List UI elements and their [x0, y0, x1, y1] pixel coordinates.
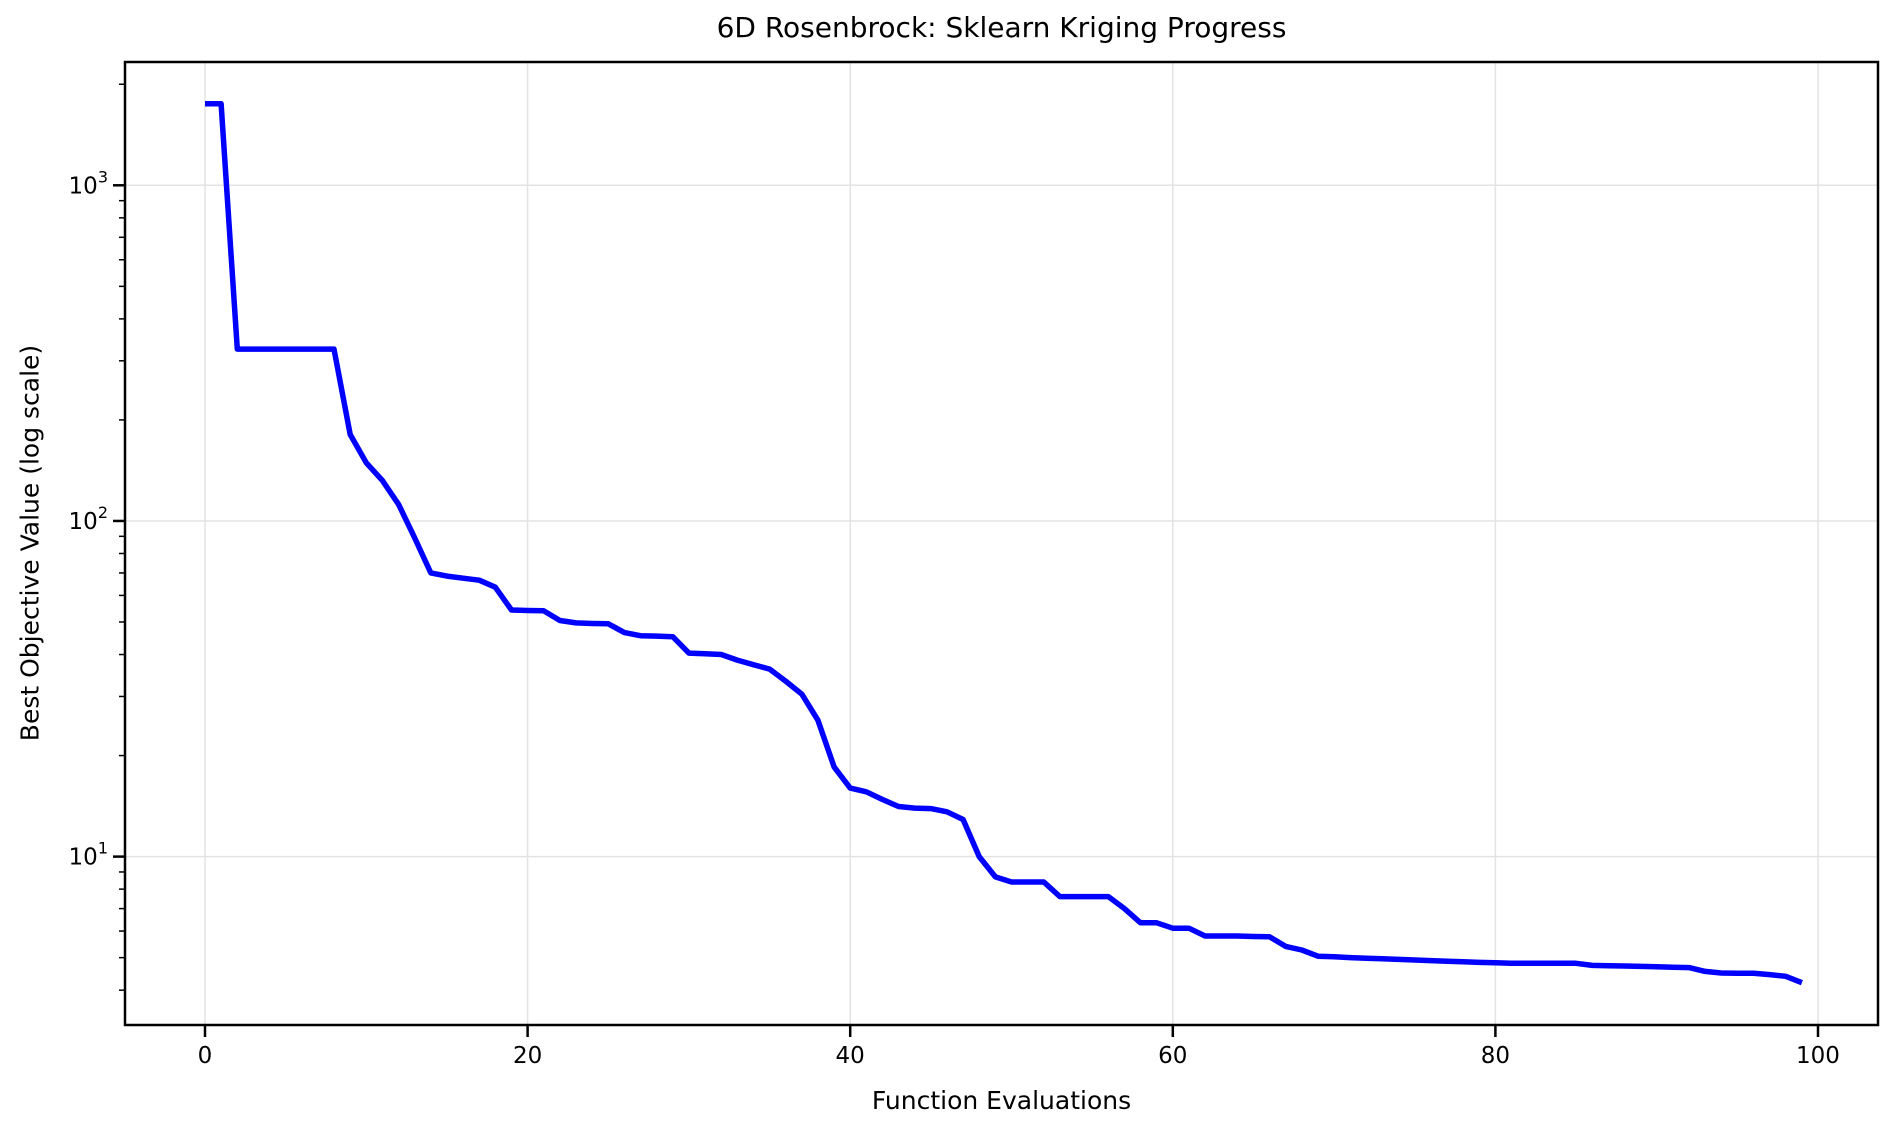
x-tick-label: 0 [198, 1043, 213, 1069]
y-tick-label: 101 [69, 839, 108, 871]
y-tick-label: 103 [69, 167, 108, 199]
y-axis-label: Best Objective Value (log scale) [15, 344, 45, 742]
progress-line [205, 100, 1803, 986]
x-axis-label: Function Evaluations [871, 1086, 1132, 1115]
x-tick-label: 60 [1158, 1043, 1187, 1069]
x-tick-label: 20 [513, 1043, 542, 1069]
plot-border [123, 60, 1880, 1027]
y-tick-label: 102 [69, 503, 108, 535]
x-tick-label: 80 [1481, 1043, 1510, 1069]
x-tick-label: 100 [1796, 1043, 1840, 1069]
chart-title: 6D Rosenbrock: Sklearn Kriging Progress [716, 11, 1287, 44]
x-tick-label: 40 [836, 1043, 865, 1069]
